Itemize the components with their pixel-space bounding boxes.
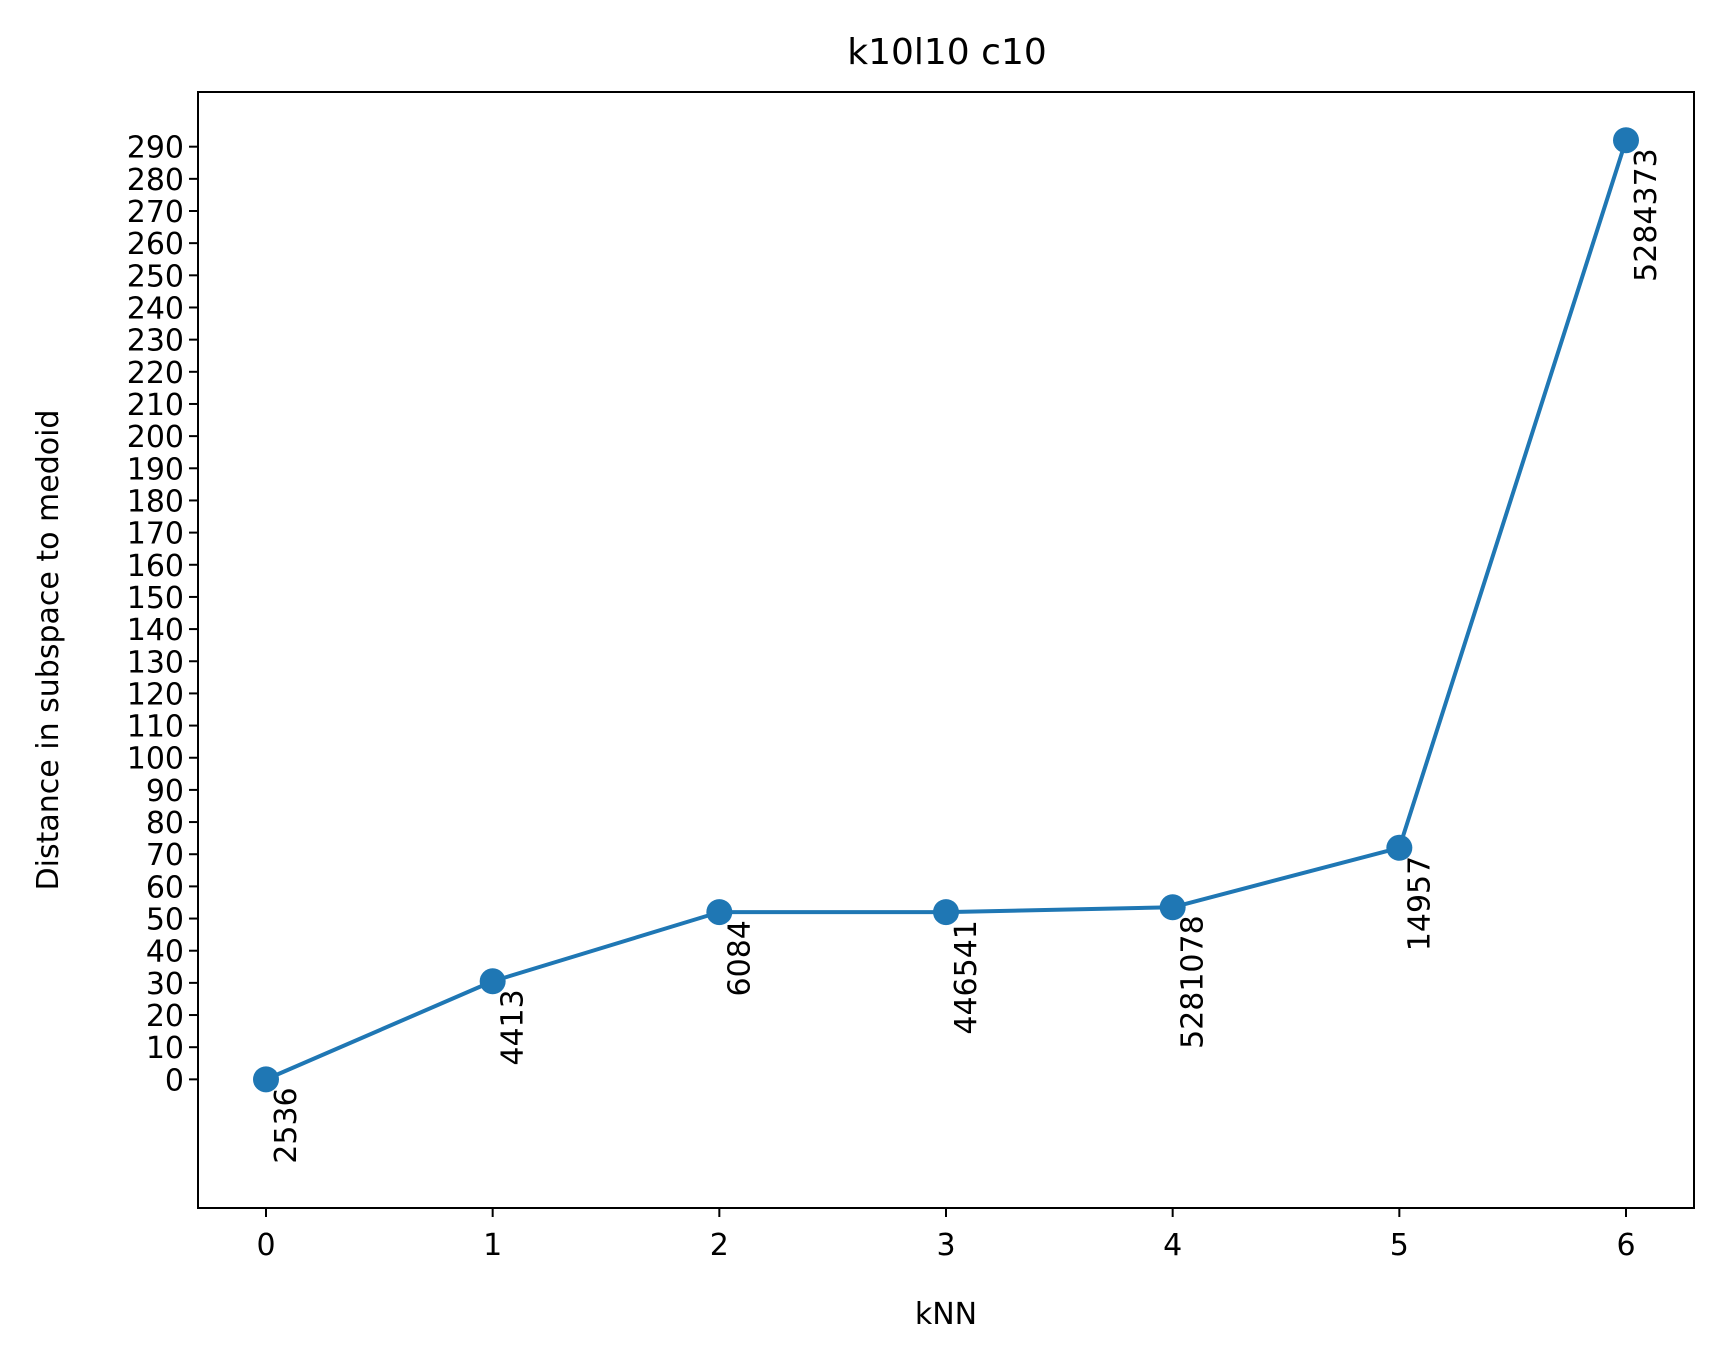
data-point	[1386, 834, 1413, 861]
x-axis-ticks: 0 1 2 3 4 5 6	[256, 1208, 1636, 1263]
y-tick-label: 70	[146, 838, 184, 873]
point-label: 6084	[722, 920, 757, 996]
x-tick-label: 4	[1163, 1228, 1182, 1263]
data-point	[479, 968, 506, 995]
y-tick-label: 270	[127, 195, 184, 230]
y-tick-label: 190	[127, 452, 184, 487]
x-tick-label: 0	[256, 1228, 275, 1263]
data-point	[706, 899, 733, 926]
y-tick-label: 40	[146, 935, 184, 970]
y-tick-label: 120	[127, 677, 184, 712]
y-tick-label: 240	[127, 291, 184, 326]
point-label: 5281078	[1176, 915, 1211, 1049]
data-point	[1159, 894, 1186, 921]
point-label: 2536	[269, 1087, 304, 1163]
y-tick-label: 100	[127, 742, 184, 777]
y-tick-label: 260	[127, 227, 184, 262]
x-axis-label: kNN	[915, 1297, 977, 1332]
y-tick-label: 20	[146, 999, 184, 1034]
y-tick-label: 140	[127, 613, 184, 648]
chart-title: k10l10 c10	[847, 32, 1047, 73]
y-tick-label: 290	[127, 131, 184, 166]
y-tick-label: 80	[146, 806, 184, 841]
y-tick-label: 250	[127, 259, 184, 294]
y-axis-label: Distance in subspace to medoid	[31, 410, 66, 891]
x-tick-label: 5	[1390, 1228, 1409, 1263]
y-tick-label: 230	[127, 324, 184, 359]
y-tick-label: 200	[127, 420, 184, 455]
point-label: 4413	[496, 989, 531, 1065]
x-tick-label: 1	[483, 1228, 502, 1263]
x-tick-label: 3	[936, 1228, 955, 1263]
point-label: 446541	[949, 920, 984, 1035]
point-label: 14957	[1402, 856, 1437, 951]
x-tick-label: 6	[1616, 1228, 1635, 1263]
y-tick-label: 60	[146, 870, 184, 905]
y-tick-label: 210	[127, 388, 184, 423]
point-labels: 2536 4413 6084 446541 5281078 14957 5284373	[269, 148, 1664, 1163]
plot-frame	[197, 91, 1695, 1209]
y-tick-label: 0	[165, 1063, 184, 1098]
y-tick-label: 10	[146, 1031, 184, 1066]
y-tick-label: 130	[127, 645, 184, 680]
data-point	[933, 899, 959, 926]
y-tick-label: 30	[146, 967, 184, 1002]
y-tick-label: 220	[127, 356, 184, 391]
y-tick-label: 150	[127, 581, 184, 616]
point-label: 5284373	[1629, 148, 1664, 282]
y-tick-label: 50	[146, 903, 184, 938]
y-tick-label: 180	[127, 484, 184, 519]
y-axis-ticks: 0102030405060708090100110120130140150160…	[127, 131, 198, 1098]
y-tick-label: 170	[127, 517, 184, 552]
y-tick-label: 90	[146, 774, 184, 809]
series-group	[253, 127, 1639, 1093]
data-point	[1613, 127, 1639, 154]
data-point	[253, 1066, 279, 1093]
y-tick-label: 110	[127, 710, 184, 745]
x-tick-label: 2	[710, 1228, 729, 1263]
y-tick-label: 280	[127, 163, 184, 198]
y-tick-label: 160	[127, 549, 184, 584]
